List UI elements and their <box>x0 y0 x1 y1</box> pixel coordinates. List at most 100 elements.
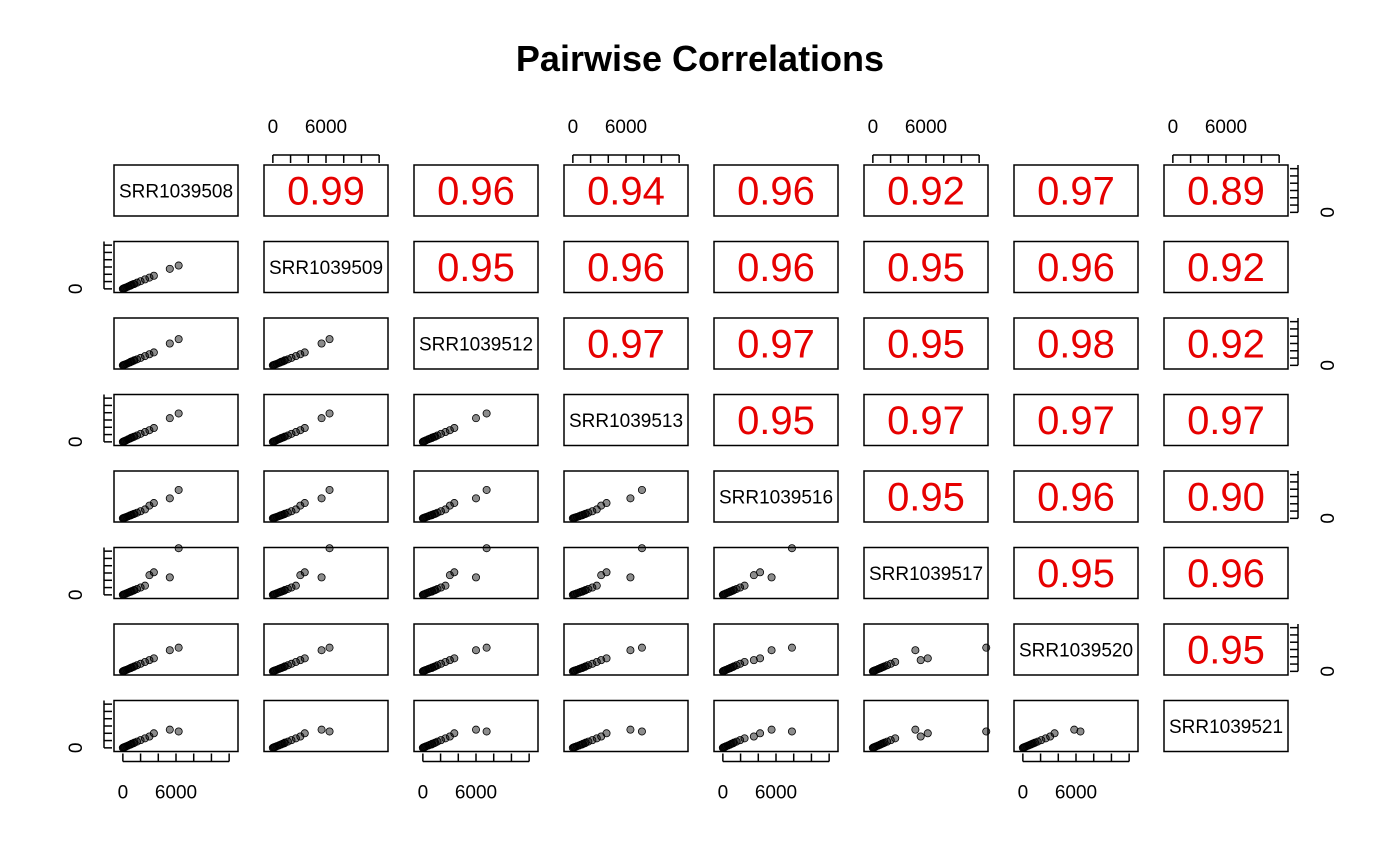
data-point <box>1076 727 1085 736</box>
data-point <box>291 734 300 743</box>
data-point <box>471 494 480 503</box>
data-point <box>174 643 183 652</box>
panel-2-3 <box>563 317 689 370</box>
data-point <box>441 657 450 666</box>
data-point <box>471 646 480 655</box>
data-point <box>296 656 305 665</box>
data-point <box>441 734 450 743</box>
data-point <box>450 654 459 663</box>
data-point <box>588 736 597 745</box>
panel-6-7 <box>1163 623 1289 676</box>
panel-0-1 <box>263 164 389 217</box>
bottom-tick-label: 6000 <box>155 783 197 804</box>
data-point <box>602 568 611 577</box>
data-point <box>280 356 289 365</box>
data-point <box>165 725 174 734</box>
data-point <box>296 501 305 510</box>
data-point <box>1029 739 1038 748</box>
panel-1-6 <box>1013 240 1139 294</box>
correlation-value: 0.92 <box>1187 323 1265 367</box>
panel-7-0 <box>113 699 239 753</box>
left-tick-label: 0 <box>66 743 87 754</box>
bottom-tick-label: 0 <box>418 783 429 804</box>
correlation-value: 0.98 <box>1037 323 1115 367</box>
data-point <box>280 510 289 519</box>
correlation-value: 0.96 <box>587 246 665 290</box>
data-point <box>916 656 925 665</box>
data-point <box>891 734 900 743</box>
panel-1-3 <box>563 240 689 294</box>
panel-3-0 <box>113 393 239 447</box>
data-point <box>740 734 749 743</box>
data-point <box>140 428 149 437</box>
correlation-value: 0.96 <box>1037 246 1115 290</box>
panel-0-5 <box>863 164 989 217</box>
panel-5-4 <box>713 546 839 600</box>
top-tick-label: 6000 <box>905 117 947 138</box>
data-point <box>300 568 309 577</box>
panel-7-1 <box>263 699 389 753</box>
data-point <box>588 659 597 668</box>
correlation-value: 0.95 <box>437 246 515 290</box>
correlation-value: 0.89 <box>1187 170 1265 214</box>
data-point <box>580 662 589 671</box>
data-point <box>1070 725 1079 734</box>
data-point <box>300 348 309 357</box>
data-point <box>886 659 895 668</box>
data-point <box>296 426 305 435</box>
data-point <box>325 643 334 652</box>
correlation-value: 0.96 <box>437 170 515 214</box>
data-point <box>174 335 183 344</box>
top-tick-label: 0 <box>868 117 879 138</box>
correlation-value: 0.97 <box>587 323 665 367</box>
data-point <box>729 662 738 671</box>
data-point <box>982 643 991 652</box>
data-point <box>767 725 776 734</box>
panel-5-0 <box>113 546 239 600</box>
panel-5-5 <box>863 546 989 600</box>
panel-0-4 <box>713 164 839 217</box>
data-point <box>149 654 158 663</box>
correlation-value: 0.92 <box>887 170 965 214</box>
panel-6-5 <box>863 623 989 676</box>
correlation-value: 0.95 <box>887 246 965 290</box>
top-tick-label: 6000 <box>305 117 347 138</box>
data-point <box>145 273 154 282</box>
data-point <box>287 429 296 438</box>
panel-3-5 <box>863 393 989 447</box>
panel-4-2 <box>413 470 539 523</box>
panel-3-6 <box>1013 393 1139 447</box>
data-point <box>1041 734 1050 743</box>
data-point <box>441 581 450 590</box>
data-point <box>174 544 183 553</box>
data-point <box>427 587 436 596</box>
data-point <box>136 736 145 745</box>
panel-4-5 <box>863 470 989 523</box>
data-point <box>756 729 765 738</box>
data-point <box>174 409 183 418</box>
data-point <box>136 659 145 668</box>
data-point <box>445 501 454 510</box>
bottom-tick-label: 6000 <box>455 783 497 804</box>
data-point <box>437 429 446 438</box>
correlation-value: 0.95 <box>1037 552 1115 596</box>
data-point <box>317 646 326 655</box>
data-point <box>136 277 145 286</box>
correlation-value: 0.94 <box>587 170 665 214</box>
data-point <box>427 740 436 749</box>
data-point <box>982 727 991 736</box>
panel-2-7 <box>1163 317 1289 370</box>
data-point <box>429 432 438 441</box>
data-point <box>626 494 635 503</box>
data-point <box>140 352 149 361</box>
data-point <box>280 432 289 441</box>
data-point <box>911 725 920 734</box>
panel-7-2 <box>413 699 539 753</box>
data-point <box>911 646 920 655</box>
correlation-value: 0.97 <box>1037 399 1115 443</box>
panel-1-5 <box>863 240 989 294</box>
variable-label: SRR1039513 <box>569 411 683 432</box>
data-point <box>136 353 145 362</box>
correlation-value: 0.96 <box>737 170 815 214</box>
